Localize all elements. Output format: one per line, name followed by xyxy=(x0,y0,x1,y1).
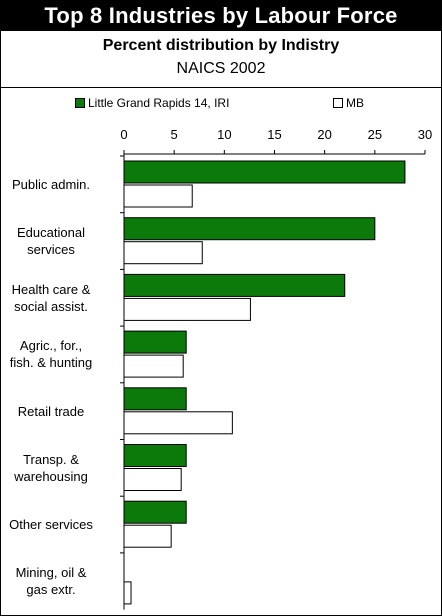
x-tick-label: 0 xyxy=(120,127,127,142)
x-tick-label: 25 xyxy=(368,127,382,142)
legend: Little Grand Rapids 14, IRI MB xyxy=(1,96,441,114)
x-tick-label: 10 xyxy=(217,127,231,142)
chart-subtitle: Percent distribution by Indistry xyxy=(102,37,340,54)
bar-series2 xyxy=(123,581,132,605)
legend-swatch-series2 xyxy=(333,98,343,108)
bar-series1 xyxy=(123,273,346,297)
x-tick-label: 30 xyxy=(418,127,432,142)
category-label-line: Health care & xyxy=(11,281,91,297)
chart-subtitle-classification: NAICS 2002 xyxy=(176,60,266,77)
legend-label-series2: MB xyxy=(346,96,364,110)
category-label-line: Mining, oil & xyxy=(15,565,87,581)
bar-series1 xyxy=(123,217,376,241)
bar-series2 xyxy=(123,411,233,435)
category-label-line: fish. & hunting xyxy=(9,355,93,371)
category-label: Health care & social assist. xyxy=(0,281,111,315)
category-label: Other services xyxy=(0,516,111,533)
category-label: Mining, oil & gas extr. xyxy=(0,564,111,598)
bar-series2 xyxy=(123,241,203,265)
legend-swatch-series1 xyxy=(75,98,85,108)
category-label-line: Other services xyxy=(9,517,93,533)
category-label-line: services xyxy=(27,242,75,258)
category-label-line: Transp. & xyxy=(23,451,79,467)
bar-series2 xyxy=(123,524,172,548)
chart-title: Top 8 Industries by Labour Force xyxy=(1,1,441,31)
bar-series1 xyxy=(123,444,187,467)
bar-series1 xyxy=(123,160,406,184)
bar-series1 xyxy=(123,330,187,354)
category-label-line: gas extr. xyxy=(26,582,76,598)
category-label-line: warehousing xyxy=(14,468,88,484)
header-divider xyxy=(1,87,441,88)
bar-series2 xyxy=(123,184,193,208)
category-label: Educational services xyxy=(0,224,111,258)
category-label: Transp. & warehousing xyxy=(0,451,111,485)
bar-series2 xyxy=(123,297,251,321)
x-tick-label: 15 xyxy=(267,127,281,142)
category-label: Retail trade xyxy=(0,403,111,420)
legend-item-series1: Little Grand Rapids 14, IRI xyxy=(75,96,229,110)
category-label-line: Educational xyxy=(17,225,85,241)
category-label-line: Public admin. xyxy=(11,176,91,192)
legend-item-series2: MB xyxy=(333,96,364,110)
bar-series1 xyxy=(123,500,187,524)
category-label-line: social assist. xyxy=(14,298,88,314)
bar-series2 xyxy=(123,354,184,378)
bar-series1 xyxy=(123,387,187,411)
category-label: Agric., for., fish. & hunting xyxy=(0,337,111,371)
category-label: Public admin. xyxy=(0,176,111,193)
x-tick-label: 20 xyxy=(317,127,331,142)
x-tick-label: 5 xyxy=(171,127,178,142)
legend-label-series1: Little Grand Rapids 14, IRI xyxy=(88,96,230,110)
bar-series2 xyxy=(123,468,182,491)
category-label-line: Agric., for., xyxy=(19,338,83,354)
category-label-line: Retail trade xyxy=(17,403,85,419)
